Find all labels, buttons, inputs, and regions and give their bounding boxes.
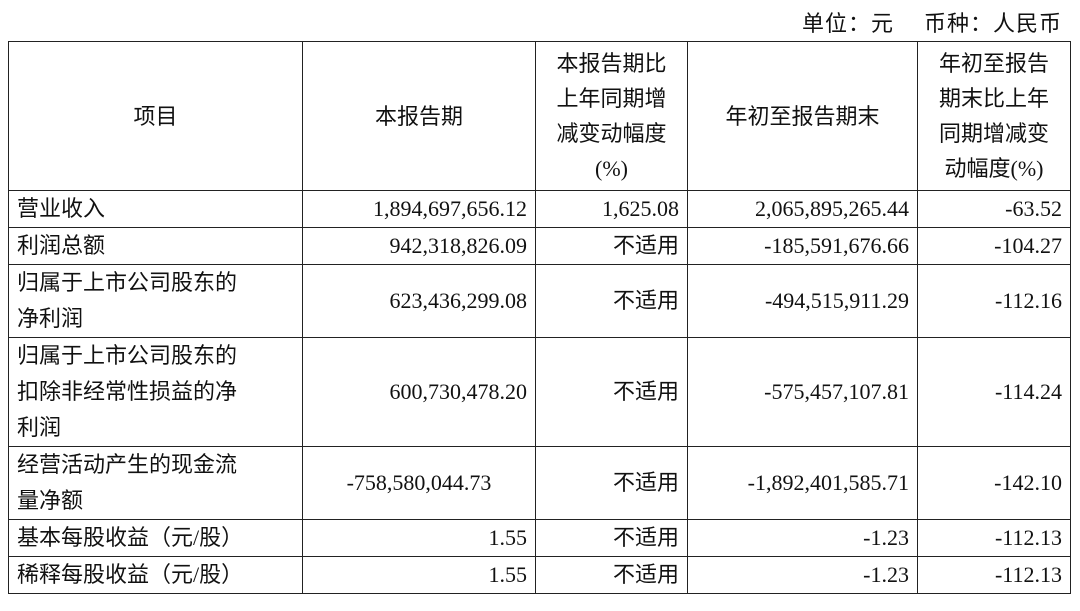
header-ytd-change: 年初至报告 期末比上年 同期增减变 动幅度(%) — [917, 41, 1071, 191]
row-ytd-change: -142.10 — [917, 446, 1071, 520]
table-row: 归属于上市公司股东的 净利润 623,436,299.08 不适用 -494,515,… — [8, 264, 1071, 338]
row-ytd-change: -104.27 — [917, 227, 1071, 265]
financial-data-table: 项目 本报告期 本报告期比 上年同期增 减变动幅度 (%) 年初至报告期末 年初… — [8, 41, 1071, 594]
row-item: 归属于上市公司股东的 扣除非经常性损益的净 利润 — [8, 337, 303, 447]
unit-label: 单位：元 — [801, 11, 894, 36]
table-row: 经营活动产生的现金流 量净额 -758,580,044.73 不适用 -1,892,4… — [8, 446, 1071, 520]
row-current-change: 不适用 — [535, 264, 688, 338]
header-current-period: 本报告期 — [302, 41, 536, 191]
row-ytd-change: -112.13 — [917, 519, 1071, 557]
row-current-change: 不适用 — [535, 556, 688, 594]
table-row: 基本每股收益（元/股） 1.55 不适用 -1.23 -112.13 — [8, 519, 1071, 557]
row-current-change: 1,625.08 — [535, 190, 688, 228]
row-current: 942,318,826.09 — [302, 227, 536, 265]
row-ytd: -1.23 — [687, 556, 918, 594]
header-current-change: 本报告期比 上年同期增 减变动幅度 (%) — [535, 41, 688, 191]
row-ytd: -1.23 — [687, 519, 918, 557]
row-item: 营业收入 — [8, 190, 303, 228]
row-current: 1.55 — [302, 556, 536, 594]
row-current: 623,436,299.08 — [302, 264, 536, 338]
row-current: 1,894,697,656.12 — [302, 190, 536, 228]
row-current: -758,580,044.73 — [302, 446, 536, 520]
row-ytd-change: -114.24 — [917, 337, 1071, 447]
table-row: 归属于上市公司股东的 扣除非经常性损益的净 利润 600,730,478.20 不适… — [8, 337, 1071, 447]
row-ytd-change: -63.52 — [917, 190, 1071, 228]
row-current-change: 不适用 — [535, 337, 688, 447]
table-header-row: 项目 本报告期 本报告期比 上年同期增 减变动幅度 (%) 年初至报告期末 年初… — [8, 41, 1071, 191]
row-item: 基本每股收益（元/股） — [8, 519, 303, 557]
row-ytd: -575,457,107.81 — [687, 337, 918, 447]
table-row: 营业收入 1,894,697,656.12 1,625.08 2,065,895,26… — [8, 190, 1071, 228]
row-current-change: 不适用 — [535, 519, 688, 557]
row-current-change: 不适用 — [535, 446, 688, 520]
row-item: 经营活动产生的现金流 量净额 — [8, 446, 303, 520]
unit-currency-note: 单位：元 币种：人民币 — [772, 6, 1062, 38]
header-item: 项目 — [8, 41, 303, 191]
row-current-change: 不适用 — [535, 227, 688, 265]
row-current: 1.55 — [302, 519, 536, 557]
row-ytd: -185,591,676.66 — [687, 227, 918, 265]
row-ytd: -1,892,401,585.71 — [687, 446, 918, 520]
row-ytd-change: -112.13 — [917, 556, 1071, 594]
header-ytd: 年初至报告期末 — [687, 41, 918, 191]
row-ytd: -494,515,911.29 — [687, 264, 918, 338]
table-row: 稀释每股收益（元/股） 1.55 不适用 -1.23 -112.13 — [8, 556, 1071, 594]
row-ytd: 2,065,895,265.44 — [687, 190, 918, 228]
table-row: 利润总额 942,318,826.09 不适用 -185,591,676.66 -104… — [8, 227, 1071, 265]
row-ytd-change: -112.16 — [917, 264, 1071, 338]
row-item: 利润总额 — [8, 227, 303, 265]
row-current: 600,730,478.20 — [302, 337, 536, 447]
row-item: 归属于上市公司股东的 净利润 — [8, 264, 303, 338]
currency-label: 币种：人民币 — [923, 11, 1062, 36]
row-item: 稀释每股收益（元/股） — [8, 556, 303, 594]
